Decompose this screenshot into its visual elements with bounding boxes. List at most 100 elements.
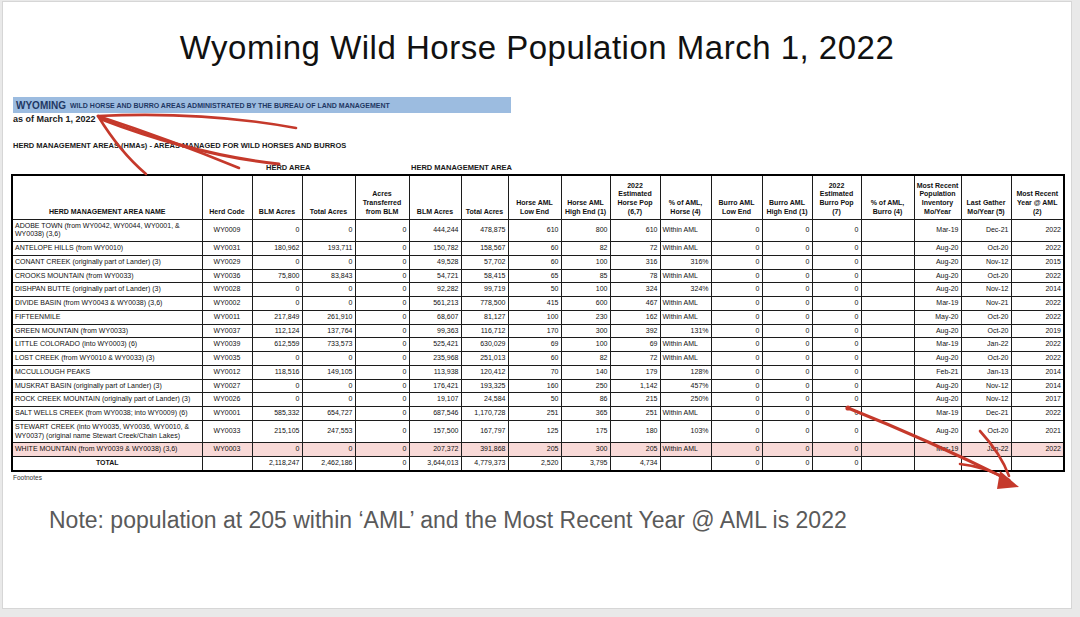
table-cell: 217,849: [252, 310, 302, 324]
table-cell: 3,795: [561, 457, 610, 471]
table-cell: 324: [610, 283, 660, 297]
table-cell: 58,415: [461, 269, 508, 283]
table-cell: 0: [762, 242, 812, 256]
table-cell: [861, 242, 914, 256]
table-row: CROOKS MOUNTAIN (from WY0033)WY003675,80…: [12, 269, 1064, 283]
table-cell: WHITE MOUNTAIN (from WY0039 & WY0038) (3…: [12, 443, 202, 457]
table-cell: Oct-20: [961, 310, 1011, 324]
table-cell: 585,332: [252, 407, 302, 421]
footnotes-label: Footnotes: [13, 474, 1067, 481]
table-cell: 207,372: [409, 443, 461, 457]
table-cell: 2022: [1011, 443, 1064, 457]
table-cell: 0: [812, 365, 861, 379]
table-cell: 131%: [660, 324, 711, 338]
table-cell: WY0033: [202, 420, 252, 443]
table-cell: 0: [355, 310, 409, 324]
table-cell: 2022: [1011, 269, 1064, 283]
table-cell: 2019: [1011, 324, 1064, 338]
table-cell: Oct-20: [961, 269, 1011, 283]
table-cell: 2022: [1011, 338, 1064, 352]
table-cell: Aug-20: [914, 420, 961, 443]
table-cell: 0: [762, 407, 812, 421]
column-header: Burro AML Low End: [711, 175, 762, 219]
table-cell: 60: [508, 352, 561, 366]
table-cell: Mar-19: [914, 443, 961, 457]
table-cell: 235,968: [409, 352, 461, 366]
table-cell: 2014: [1011, 365, 1064, 379]
table-cell: 99,719: [461, 283, 508, 297]
table-cell: 600: [561, 297, 610, 311]
column-header: % of AML, Burro (4): [861, 175, 914, 219]
table-cell: 2014: [1011, 283, 1064, 297]
table-cell: Nov-12: [961, 255, 1011, 269]
table-cell: 0: [762, 365, 812, 379]
table-cell: 2022: [1011, 407, 1064, 421]
table-cell: 50: [508, 393, 561, 407]
table-cell: 467: [610, 297, 660, 311]
table-cell: 176,421: [409, 379, 461, 393]
table-cell: 0: [302, 219, 355, 242]
table-cell: 0: [355, 365, 409, 379]
table-cell: 0: [762, 420, 812, 443]
table-cell: Within AML: [660, 338, 711, 352]
table-cell: Mar-19: [914, 407, 961, 421]
table-cell: 0: [812, 255, 861, 269]
table-cell: 247,553: [302, 420, 355, 443]
column-header: BLM Acres: [252, 175, 302, 219]
table-cell: 2022: [1011, 297, 1064, 311]
table-cell: 113,938: [409, 365, 461, 379]
table-cell: 85: [561, 269, 610, 283]
table-cell: Oct-20: [961, 324, 1011, 338]
table-cell: ROCK CREEK MOUNTAIN (originally part of …: [12, 393, 202, 407]
table-cell: 0: [812, 457, 861, 471]
table-cell: Within AML: [660, 310, 711, 324]
table-cell: LITTLE COLORADO (into WY0003) (6): [12, 338, 202, 352]
table-cell: 118,516: [252, 365, 302, 379]
table-cell: 2,462,186: [302, 457, 355, 471]
table-cell: 69: [508, 338, 561, 352]
table-cell: 0: [762, 283, 812, 297]
table-cell: 157,500: [409, 420, 461, 443]
table-cell: 251: [610, 407, 660, 421]
table-cell: [861, 269, 914, 283]
table-cell: 0: [762, 219, 812, 242]
table-cell: SALT WELLS CREEK (from WY0038; into WY00…: [12, 407, 202, 421]
column-header: Total Acres: [461, 175, 508, 219]
table-cell: 72: [610, 242, 660, 256]
table-cell: Aug-20: [914, 283, 961, 297]
table-cell: 0: [812, 352, 861, 366]
table-cell: Nov-21: [961, 297, 1011, 311]
column-header: Most Recent Year @ AML (2): [1011, 175, 1064, 219]
table-cell: Dec-21: [961, 219, 1011, 242]
table-cell: 54,721: [409, 269, 461, 283]
table-cell: Oct-20: [961, 352, 1011, 366]
table-cell: [861, 393, 914, 407]
table-cell: [202, 457, 252, 471]
table-cell: 0: [302, 352, 355, 366]
table-cell: 100: [561, 338, 610, 352]
table-cell: 2,118,247: [252, 457, 302, 471]
table-cell: 0: [762, 255, 812, 269]
header-bar-text: WILD HORSE AND BURRO AREAS ADMINISTRATED…: [70, 102, 390, 109]
table-cell: LOST CREEK (from WY0010 & WY0033) (3): [12, 352, 202, 366]
table-cell: Aug-20: [914, 242, 961, 256]
state-label: WYOMING: [16, 100, 66, 111]
table-row: GREEN MOUNTAIN (from WY0033)WY0037112,12…: [12, 324, 1064, 338]
table-cell: 149,105: [302, 365, 355, 379]
table-cell: 0: [711, 443, 762, 457]
table-cell: 800: [561, 219, 610, 242]
table-cell: Mar-19: [914, 297, 961, 311]
table-cell: 0: [762, 352, 812, 366]
table-cell: WY0037: [202, 324, 252, 338]
table-cell: [861, 324, 914, 338]
table-cell: 83,843: [302, 269, 355, 283]
table-cell: 2022: [1011, 219, 1064, 242]
table-cell: 250%: [660, 393, 711, 407]
table-cell: WY0031: [202, 242, 252, 256]
table-cell: 0: [302, 379, 355, 393]
table-cell: 2014: [1011, 379, 1064, 393]
table-cell: 0: [812, 242, 861, 256]
table-cell: 778,500: [461, 297, 508, 311]
table-cell: 69: [610, 338, 660, 352]
table-cell: 0: [711, 255, 762, 269]
